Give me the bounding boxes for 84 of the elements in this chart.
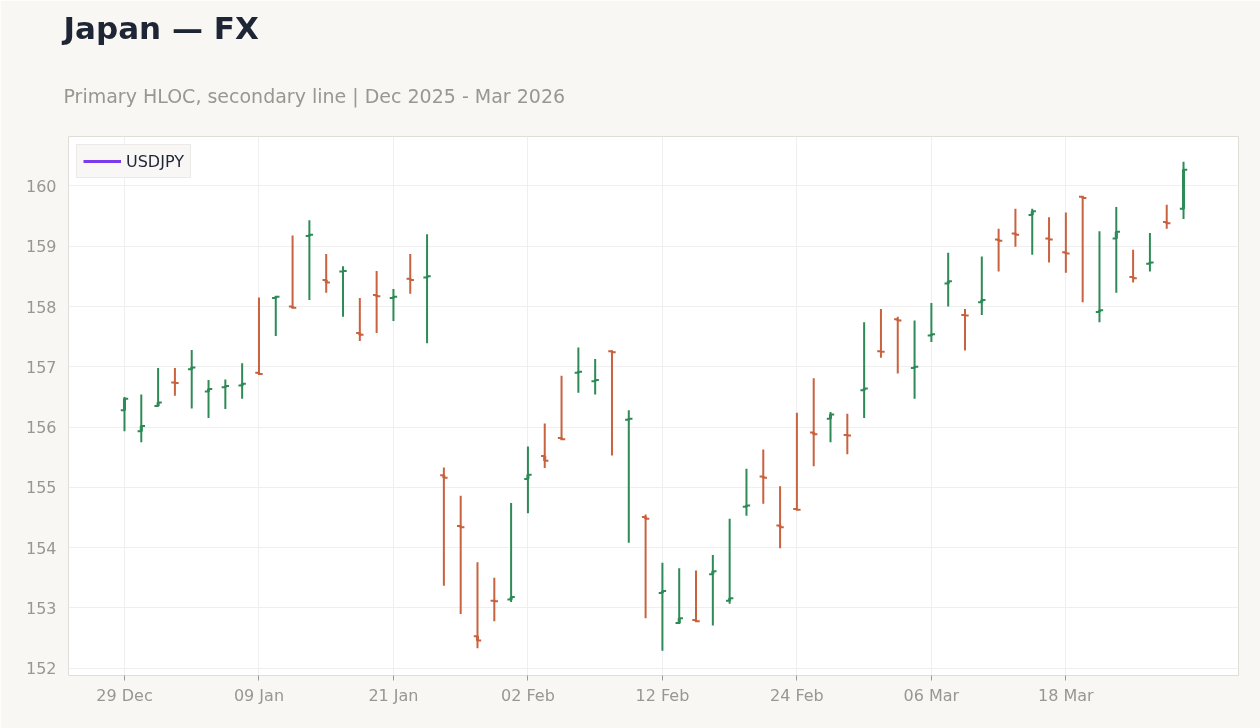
candlestick	[439, 466, 449, 587]
candlestick	[1145, 231, 1155, 273]
candlestick	[842, 412, 853, 456]
candlestick	[674, 567, 684, 625]
x-tick-label: 06 Mar	[903, 685, 960, 705]
x-tick-label: 02 Feb	[501, 685, 555, 705]
y-tick-label: 154	[25, 538, 57, 558]
candlestick	[1010, 207, 1021, 248]
candlestick	[758, 448, 768, 505]
candlestick	[472, 561, 483, 650]
candlestick	[540, 422, 550, 470]
candlestick	[741, 467, 752, 517]
chart-subtitle: Primary HLOC, secondary line | Dec 2025 - Mar 2026	[63, 84, 566, 108]
y-tick-label: 155	[25, 478, 57, 498]
candlestick	[1162, 203, 1172, 230]
candlestick	[287, 234, 298, 309]
y-tick-label: 159	[25, 237, 57, 257]
candlestick	[590, 357, 600, 396]
chart-title: Japan — FX	[61, 9, 259, 46]
y-tick-label: 153	[25, 598, 57, 618]
candlestick	[304, 219, 315, 301]
candlestick	[1094, 230, 1105, 324]
candlestick	[926, 301, 937, 344]
candlestick	[355, 297, 365, 342]
x-tick-label: 18 Mar	[1038, 685, 1095, 705]
x-tick-label: 12 Feb	[635, 685, 690, 705]
candlestick	[573, 346, 584, 394]
candlestick	[960, 307, 970, 352]
candlestick	[691, 569, 701, 623]
candlestick	[203, 379, 214, 420]
y-tick-label: 156	[25, 418, 57, 438]
candlestick	[422, 233, 432, 345]
candlestick	[993, 227, 1004, 273]
y-tick-label: 160	[25, 176, 57, 196]
candlestick	[321, 253, 331, 294]
candlestick	[1128, 248, 1138, 284]
candlestick	[724, 517, 735, 605]
candlestick	[556, 374, 567, 442]
candlestick	[607, 349, 617, 457]
candlestick	[1111, 206, 1121, 294]
candlestick	[170, 367, 180, 397]
candlestick	[220, 378, 231, 411]
candlestick	[775, 485, 785, 550]
candlestick	[809, 377, 819, 468]
candlestick	[1077, 195, 1088, 304]
y-tick-label: 158	[25, 297, 57, 317]
candlestick	[371, 269, 382, 335]
candlestick	[254, 296, 264, 376]
y-tick-label: 157	[25, 357, 57, 377]
x-tick-label: 24 Feb	[770, 685, 824, 705]
candlestick	[153, 367, 163, 408]
candlestick	[523, 445, 533, 515]
candlestick	[909, 319, 920, 400]
x-tick-label: 29 Dec	[96, 685, 153, 705]
candlestick	[405, 253, 415, 295]
candlestick	[792, 411, 802, 511]
legend-label: USDJPY	[126, 151, 184, 171]
candlestick	[388, 288, 399, 322]
candlestick	[489, 576, 499, 623]
x-tick-label: 21 Jan	[368, 685, 419, 705]
candlestick	[187, 348, 197, 410]
candlestick	[657, 561, 668, 652]
candlestick	[977, 255, 987, 316]
candlestick	[271, 294, 281, 338]
candlestick	[136, 393, 146, 444]
candlestick	[859, 321, 869, 420]
candlestick	[1027, 207, 1037, 256]
candlestick	[506, 502, 516, 603]
candlestick	[1061, 211, 1071, 274]
candlestick	[455, 494, 466, 615]
candlestick	[893, 315, 903, 375]
candlestick	[119, 395, 130, 433]
candlestick	[876, 307, 886, 359]
x-tick-label: 09 Jan	[233, 685, 285, 705]
candlestick	[1044, 216, 1054, 264]
y-tick-label: 152	[25, 659, 57, 679]
candlestick	[825, 411, 836, 444]
candlestick	[708, 553, 718, 627]
candlestick	[338, 265, 348, 318]
candlestick	[1178, 160, 1189, 221]
candlestick	[624, 409, 634, 544]
candlestick	[237, 362, 247, 400]
candlestick	[943, 251, 953, 308]
candlestick	[640, 513, 651, 620]
